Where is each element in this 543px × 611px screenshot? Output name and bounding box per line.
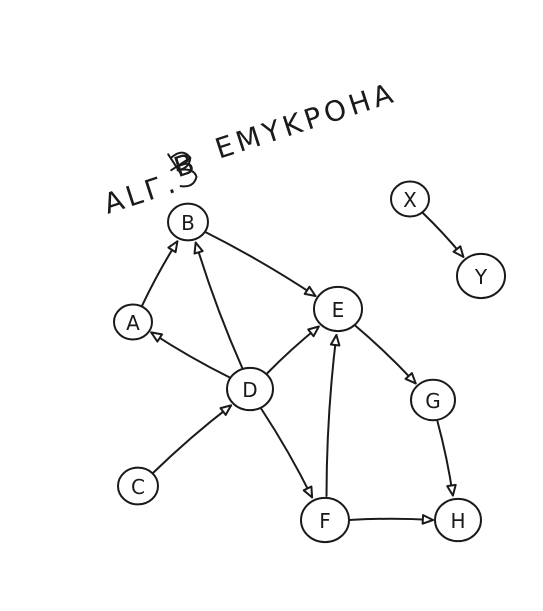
edge-line: [349, 519, 433, 520]
edge-f-h: [349, 515, 433, 524]
node-b: B: [168, 204, 208, 241]
arrow-head: [168, 241, 177, 252]
edge-d-b: [195, 243, 243, 368]
node-f: F: [301, 498, 349, 542]
edge-b-e: [205, 232, 315, 296]
edge-line: [355, 326, 415, 384]
node-x: X: [391, 182, 429, 217]
node-e: E: [314, 287, 362, 331]
node-label: F: [319, 509, 331, 533]
node-label: A: [126, 311, 140, 335]
node-label: H: [450, 509, 465, 533]
node-label: B: [181, 211, 195, 235]
arrow-head: [195, 243, 203, 254]
node-a: A: [114, 305, 152, 340]
edge-g-h: [438, 422, 456, 496]
edge-line: [327, 335, 337, 496]
node-label: D: [242, 378, 257, 402]
edge-line: [438, 422, 453, 496]
title-suffix: EMYKPOHA: [211, 76, 400, 166]
edge-d-a: [151, 332, 230, 377]
edge-d-f: [261, 409, 312, 497]
node-label: Y: [474, 265, 488, 289]
node-label: G: [425, 389, 441, 413]
arrow-head: [305, 287, 316, 296]
node-y: Y: [457, 254, 505, 298]
node-g: G: [411, 380, 455, 420]
edge-line: [261, 409, 312, 497]
node-c: C: [118, 468, 158, 505]
arrow-head: [423, 515, 433, 524]
node-label: C: [131, 475, 145, 499]
edge-line: [196, 243, 242, 368]
node-d: D: [227, 368, 273, 410]
edge-line: [205, 232, 315, 296]
arrow-head: [447, 485, 456, 496]
arrow-head: [304, 487, 312, 498]
diagram-title: ALГ. B EMYKPOHA: [94, 76, 406, 221]
edges: [142, 213, 463, 524]
arrow-head: [151, 332, 162, 341]
node-label: X: [403, 188, 417, 212]
edge-a-b: [142, 241, 177, 305]
node-h: H: [435, 499, 481, 541]
edge-x-y: [423, 213, 464, 257]
edge-line: [153, 405, 231, 473]
edge-line: [151, 332, 230, 377]
edge-e-g: [355, 326, 415, 384]
edge-d-e: [267, 327, 319, 374]
edge-c-d: [153, 405, 231, 473]
node-label: E: [332, 298, 345, 322]
arrow-head: [331, 335, 340, 346]
edge-f-e: [327, 335, 340, 496]
